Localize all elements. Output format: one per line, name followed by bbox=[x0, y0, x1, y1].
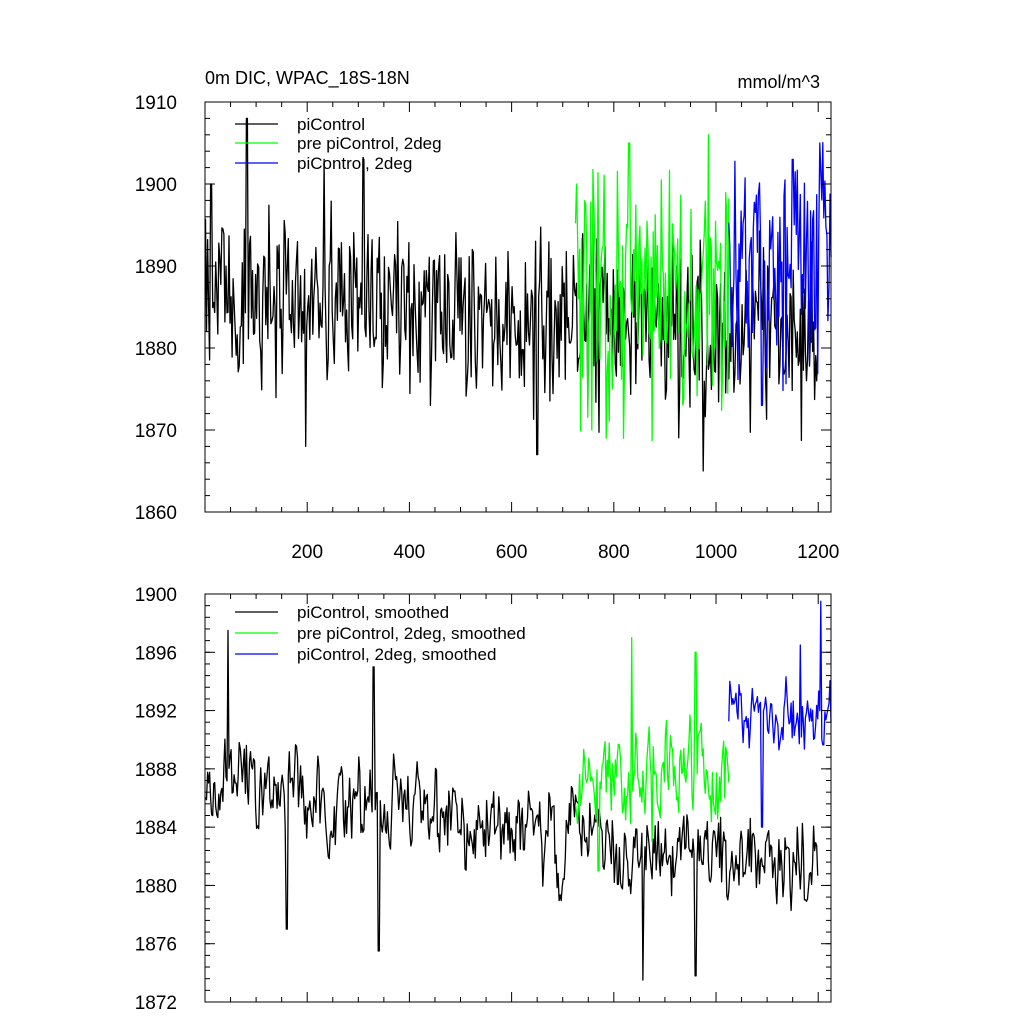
y-tick-label: 1876 bbox=[135, 935, 177, 956]
series-line-picontrol-2deg-smoothed bbox=[728, 600, 832, 828]
x-tick-label: 1200 bbox=[797, 542, 839, 563]
top-panel-series bbox=[204, 117, 832, 472]
legend-label-picontrol-smoothed: piControl, smoothed bbox=[297, 603, 449, 622]
top-panel-units: mmol/m^3 bbox=[738, 72, 820, 92]
y-tick-label: 1910 bbox=[135, 93, 177, 114]
bottom-panel-frame bbox=[204, 593, 832, 1003]
x-tick-label: 600 bbox=[496, 542, 528, 563]
legend-label-pre-picontrol-2deg: pre piControl, 2deg bbox=[297, 134, 442, 153]
x-tick-label: 800 bbox=[598, 542, 630, 563]
y-tick-label: 1880 bbox=[135, 339, 177, 360]
top-panel: 0m DIC, WPAC_18S-18N mmol/m^3 1860187018… bbox=[135, 68, 840, 563]
top-panel-frame bbox=[204, 101, 832, 513]
y-tick-label: 1900 bbox=[135, 585, 177, 606]
top-panel-ticks: 1860 1870 1880 1890 1900 1910 200 400 600 800 1000… bbox=[135, 93, 840, 563]
legend-label-picontrol-2deg: piControl, 2deg bbox=[297, 154, 412, 173]
legend-label-picontrol-2deg-smoothed: piControl, 2deg, smoothed bbox=[297, 645, 496, 664]
series-line-picontrol bbox=[204, 117, 819, 472]
y-tick-label: 1888 bbox=[135, 760, 177, 781]
x-tick-label: 400 bbox=[394, 542, 426, 563]
y-tick-label: 1880 bbox=[135, 876, 177, 897]
y-tick-label: 1860 bbox=[135, 503, 177, 524]
y-tick-label: 1872 bbox=[135, 993, 177, 1014]
top-panel-legend: piControl pre piControl, 2deg piControl,… bbox=[235, 115, 442, 173]
y-tick-label: 1870 bbox=[135, 421, 177, 442]
legend-label-pre-picontrol-2deg-smoothed: pre piControl, 2deg, smoothed bbox=[297, 624, 526, 643]
top-panel-title: 0m DIC, WPAC_18S-18N bbox=[205, 68, 410, 89]
bottom-panel-ticks: 1872 1876 1880 1884 1888 1892 1896 1900 bbox=[135, 585, 831, 1014]
bottom-panel: 1872 1876 1880 1884 1888 1892 1896 1900 piContr… bbox=[135, 585, 832, 1014]
series-line-picontrol-2deg bbox=[728, 141, 832, 407]
y-tick-label: 1884 bbox=[135, 818, 178, 839]
series-line-picontrol-smoothed bbox=[204, 629, 819, 981]
y-tick-label: 1896 bbox=[135, 643, 177, 664]
legend-label-picontrol: piControl bbox=[297, 115, 365, 134]
y-tick-label: 1890 bbox=[135, 257, 177, 278]
bottom-panel-legend: piControl, smoothed pre piControl, 2deg,… bbox=[235, 603, 526, 664]
bottom-panel-series bbox=[204, 600, 832, 981]
y-tick-label: 1900 bbox=[135, 175, 177, 196]
series-line-pre-picontrol-2deg bbox=[574, 134, 730, 442]
y-tick-label: 1892 bbox=[135, 702, 177, 723]
x-tick-label: 1000 bbox=[695, 542, 737, 563]
series-line-pre-picontrol-2deg-smoothed bbox=[574, 637, 730, 872]
x-tick-label: 200 bbox=[291, 542, 323, 563]
